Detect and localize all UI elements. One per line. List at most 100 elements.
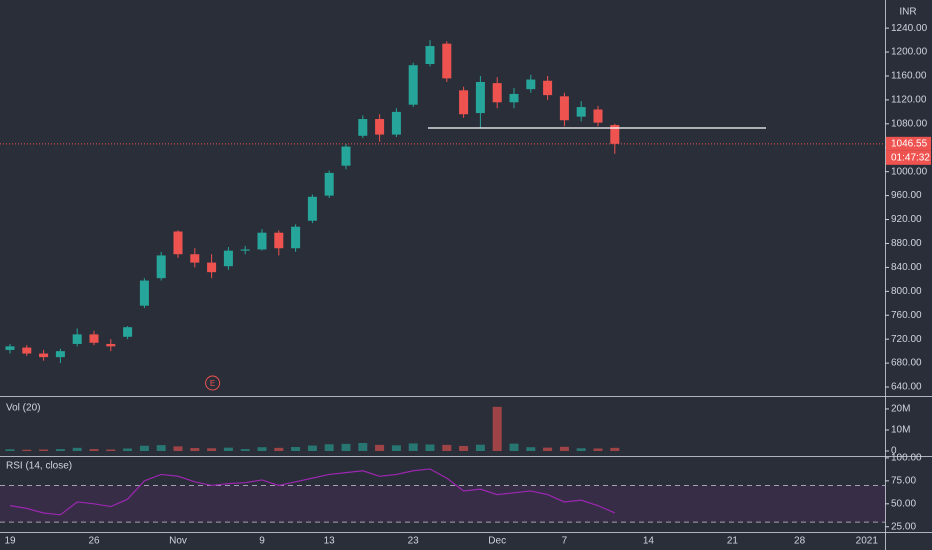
price-tag <box>886 136 931 151</box>
candle-body <box>324 172 334 196</box>
volume-bar <box>257 447 267 452</box>
price-tag-label: 1046.55 <box>891 138 928 149</box>
y-tick-label: 25.00 <box>891 521 916 532</box>
candle-body <box>341 146 351 166</box>
y-tick-label: 1120.00 <box>891 95 927 106</box>
volume-bar <box>89 449 99 452</box>
candle-body <box>408 65 418 105</box>
volume-bar <box>442 444 452 452</box>
volume-bar <box>307 445 317 452</box>
volume-bar <box>223 447 233 452</box>
y-tick-label: 10M <box>891 425 910 436</box>
x-tick-label: 7 <box>562 536 568 547</box>
y-tick-label: 1200.00 <box>891 47 928 58</box>
candle-body <box>442 43 452 79</box>
candle-body <box>156 255 166 279</box>
candle-body <box>223 250 233 267</box>
candle-body <box>425 46 435 65</box>
volume-bar <box>240 449 250 452</box>
candle-body <box>375 119 385 135</box>
candle-body <box>307 196 317 221</box>
x-tick-label: 9 <box>259 536 265 547</box>
x-tick-label: 19 <box>4 536 16 547</box>
countdown-label: 01:47:32 <box>891 152 930 163</box>
y-tick-label: 640.00 <box>891 382 922 393</box>
volume-bar <box>22 449 32 452</box>
y-tick-label: 0 <box>891 446 897 457</box>
x-tick-label: 2021 <box>856 536 879 547</box>
x-tick-label: 14 <box>643 536 655 547</box>
volume-bar <box>39 449 49 452</box>
volume-bar <box>543 447 553 452</box>
y-tick-label: 920.00 <box>891 214 922 225</box>
y-tick-label: 880.00 <box>891 238 922 249</box>
x-tick-label: 21 <box>727 536 739 547</box>
countdown-tag <box>886 150 931 165</box>
volume-bar <box>139 445 149 452</box>
candle-body <box>22 347 32 354</box>
y-tick-label: 760.00 <box>891 310 922 321</box>
candle-body <box>459 90 469 115</box>
volume-bar <box>509 443 519 452</box>
volume-bar <box>559 446 569 452</box>
x-tick-label: 28 <box>794 536 806 547</box>
volume-bar <box>459 445 469 452</box>
candle-body <box>543 80 553 96</box>
volume-bar <box>207 448 217 452</box>
candle-body <box>139 280 149 306</box>
candle-body <box>593 109 603 123</box>
volume-bar <box>173 446 183 452</box>
volume-bar <box>593 448 603 452</box>
y-tick-label: 1160.00 <box>891 71 927 82</box>
x-tick-label: 13 <box>324 536 336 547</box>
volume-bar <box>526 447 536 452</box>
volume-bar <box>190 448 200 452</box>
candle-body <box>576 107 586 117</box>
candle-body <box>55 351 65 358</box>
y-tick-label: 800.00 <box>891 286 922 297</box>
candle-body <box>475 81 485 114</box>
volume-bar <box>492 406 502 452</box>
candle-body <box>89 334 99 343</box>
volume-bar <box>610 447 620 452</box>
candle-body <box>291 226 301 249</box>
y-tick-label: 50.00 <box>891 498 916 509</box>
candle-body <box>106 343 116 347</box>
candle-body <box>559 96 569 121</box>
y-tick-label: 960.00 <box>891 190 922 201</box>
volume-bar <box>123 448 133 452</box>
volume-bar <box>391 445 401 452</box>
candle-body <box>358 119 368 136</box>
earnings-label: E <box>210 379 215 388</box>
candle-body <box>72 334 82 344</box>
candle-body <box>257 232 267 250</box>
volume-bar <box>274 447 284 452</box>
volume-bar <box>408 443 418 452</box>
rsi-title: RSI (14, close) <box>6 461 72 472</box>
candle-body <box>123 327 133 337</box>
candle-body <box>509 93 519 103</box>
volume-bar <box>341 443 351 452</box>
y-tick-label: 20M <box>891 404 910 415</box>
volume-bar <box>358 443 368 452</box>
y-tick-label: 680.00 <box>891 358 922 369</box>
volume-bar <box>106 449 116 452</box>
candle-body <box>5 346 15 350</box>
volume-bar <box>5 449 15 452</box>
x-tick-label: 23 <box>408 536 420 547</box>
y-tick-label: 75.00 <box>891 475 916 486</box>
y-tick-label: 100.00 <box>891 453 922 464</box>
volume-bar <box>72 447 82 452</box>
volume-bar <box>475 444 485 452</box>
volume-bar <box>375 444 385 452</box>
x-tick-label: Dec <box>488 536 506 547</box>
candle-body <box>39 353 49 358</box>
y-tick-label: 1080.00 <box>891 118 928 129</box>
volume-bar <box>291 447 301 452</box>
rsi-line <box>9 468 616 516</box>
volume-title: Vol (20) <box>6 403 40 414</box>
candle-body <box>240 249 250 251</box>
candle-body <box>610 125 620 144</box>
y-tick-label: 720.00 <box>891 334 922 345</box>
